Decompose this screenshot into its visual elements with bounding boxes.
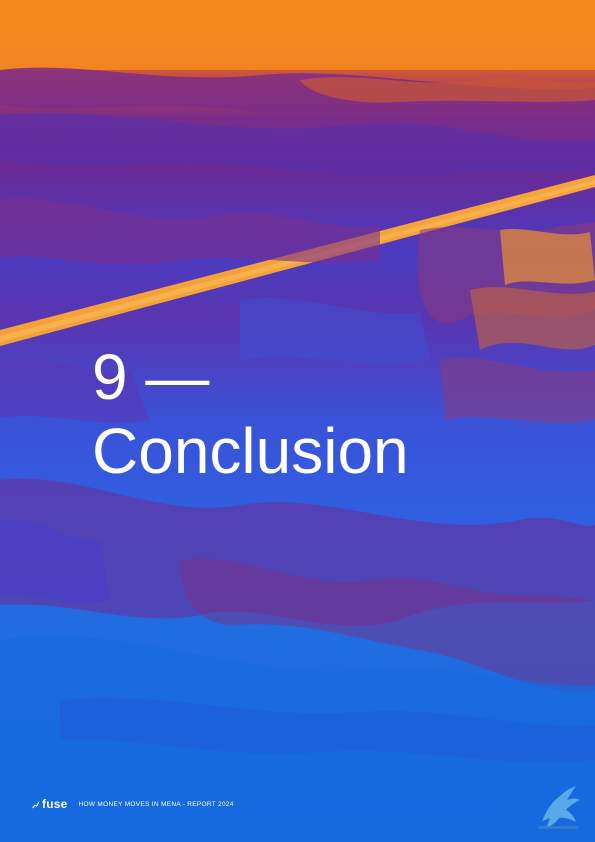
chapter-number: 9 — xyxy=(92,341,210,413)
chapter-heading: 9 — Conclusion xyxy=(92,340,409,488)
chapter-title: Conclusion xyxy=(92,415,409,487)
page-footer: fuse HOW MONEY MOVES IN MENA - REPORT 20… xyxy=(31,797,234,811)
fuse-logo: fuse xyxy=(31,797,67,811)
bird-watermark-icon xyxy=(538,786,580,829)
fuse-logo-icon xyxy=(31,800,40,808)
logo-text: fuse xyxy=(42,797,68,811)
report-title: HOW MONEY MOVES IN MENA - REPORT 2024 xyxy=(78,800,234,808)
